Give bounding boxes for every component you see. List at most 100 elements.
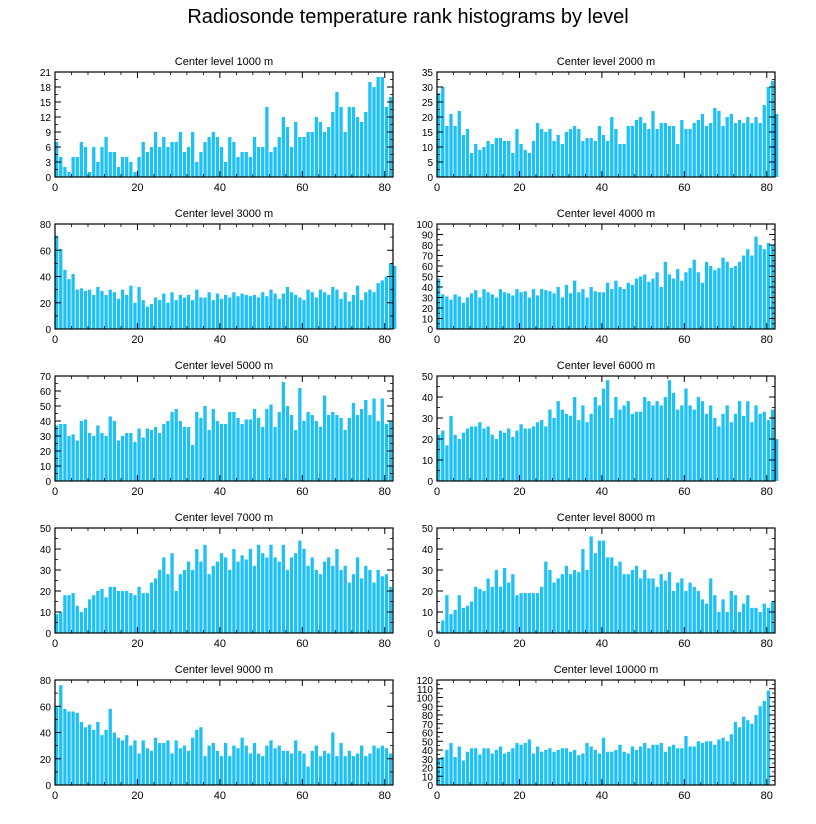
y-tick-label: 15 — [422, 128, 434, 139]
histogram-bar — [560, 409, 564, 481]
histogram-bar — [178, 748, 182, 785]
histogram-bar — [465, 605, 470, 633]
y-tick-label: 10 — [422, 772, 434, 783]
histogram-bar — [368, 415, 372, 481]
histogram-bar — [380, 745, 384, 785]
y-tick-label: 0 — [45, 477, 51, 488]
histogram-bar — [327, 557, 331, 633]
histogram-bar — [224, 294, 228, 329]
x-tick-label: 0 — [52, 790, 58, 802]
histogram-bar — [651, 111, 655, 177]
histogram-bar — [655, 129, 659, 177]
histogram-bar — [589, 413, 593, 481]
histogram-bar — [277, 745, 281, 785]
y-tick-label: 50 — [40, 402, 52, 413]
histogram-bar — [92, 294, 96, 329]
histogram-bar — [137, 157, 141, 177]
histogram-bar — [589, 138, 593, 177]
histogram-bar — [515, 129, 519, 177]
histogram-bar — [737, 401, 742, 481]
histogram-bar — [153, 578, 158, 633]
y-tick-label: 0 — [427, 477, 433, 488]
histogram-bar — [680, 280, 684, 329]
y-tick-label: 35 — [422, 68, 434, 79]
histogram-bar — [310, 292, 314, 329]
histogram-bar — [461, 760, 466, 785]
histogram-bar — [474, 586, 478, 633]
histogram-bar — [116, 298, 121, 329]
histogram-bar — [684, 129, 688, 177]
y-tick-label: 100 — [416, 694, 433, 705]
histogram-bar — [182, 745, 187, 785]
histogram-bar — [120, 740, 125, 785]
histogram-bar — [589, 287, 593, 329]
histogram-bar — [112, 421, 117, 481]
histogram-bar — [186, 750, 191, 785]
histogram-bar — [531, 593, 536, 633]
histogram-bar — [149, 147, 154, 177]
panel-title: Center level 3000 m — [175, 208, 273, 220]
histogram-bar — [244, 419, 248, 481]
histogram-bar — [643, 123, 647, 177]
histogram-bar — [713, 418, 717, 481]
histogram-bar — [614, 750, 618, 785]
histogram-bar — [733, 722, 738, 785]
histogram-bar — [125, 157, 129, 177]
histogram-bar — [564, 132, 569, 177]
histogram-bar — [676, 269, 680, 329]
histogram-bar — [659, 405, 663, 481]
y-tick-label: 15 — [40, 98, 52, 109]
panel-title: Center level 10000 m — [554, 664, 659, 676]
y-tick-label: 3 — [45, 158, 51, 169]
histogram-bar — [453, 126, 457, 177]
histogram-bar — [232, 292, 236, 329]
histogram-bar — [593, 553, 597, 633]
histogram-bar — [692, 123, 696, 177]
histogram-bar — [248, 157, 253, 177]
histogram-bar — [67, 172, 71, 177]
histogram-bar — [195, 162, 199, 177]
histogram-bar — [560, 144, 564, 177]
histogram-bar — [55, 614, 59, 633]
histogram-bar — [626, 282, 630, 329]
histogram-bar — [347, 582, 351, 633]
histogram-bar — [384, 276, 389, 329]
histogram-bar — [618, 409, 622, 481]
histogram-bar — [729, 734, 733, 785]
histogram-bar — [651, 578, 655, 633]
panel-6: Center level 6000 m 0 20 40 60 80 0 10 20 30 40 50 — [422, 360, 779, 498]
histogram-bar — [680, 748, 684, 785]
histogram-bar — [384, 424, 389, 481]
histogram-bar — [87, 172, 92, 177]
histogram-bar — [597, 753, 602, 785]
histogram-bar — [302, 421, 306, 481]
histogram-bar — [120, 591, 125, 633]
histogram-bar — [289, 292, 294, 329]
histogram-bar — [478, 588, 482, 633]
histogram-bar — [351, 294, 356, 329]
histogram-bar — [437, 278, 441, 329]
x-tick-label: 80 — [761, 790, 773, 802]
histogram-bar — [709, 266, 713, 329]
panel-title: Center level 6000 m — [557, 360, 655, 372]
histogram-bar — [589, 536, 593, 633]
histogram-bar — [125, 433, 129, 481]
histogram-bar — [327, 753, 331, 785]
histogram-bar — [104, 294, 108, 329]
histogram-bar — [597, 126, 602, 177]
histogram-bar — [676, 582, 680, 633]
histogram-bar — [248, 419, 253, 481]
y-tick-label: 20 — [40, 755, 52, 766]
histogram-bar — [207, 292, 211, 329]
histogram-bar — [71, 157, 75, 177]
y-tick-label: 40 — [40, 729, 52, 740]
histogram-bar — [643, 743, 647, 785]
histogram-bar — [112, 292, 117, 329]
histogram-bar — [486, 141, 490, 177]
histogram-bar — [63, 167, 67, 177]
histogram-bar — [721, 737, 725, 785]
histogram-bar — [310, 132, 314, 177]
y-tick-label: 50 — [422, 273, 434, 284]
histogram-bar — [573, 750, 577, 785]
histogram-bar — [335, 289, 339, 329]
